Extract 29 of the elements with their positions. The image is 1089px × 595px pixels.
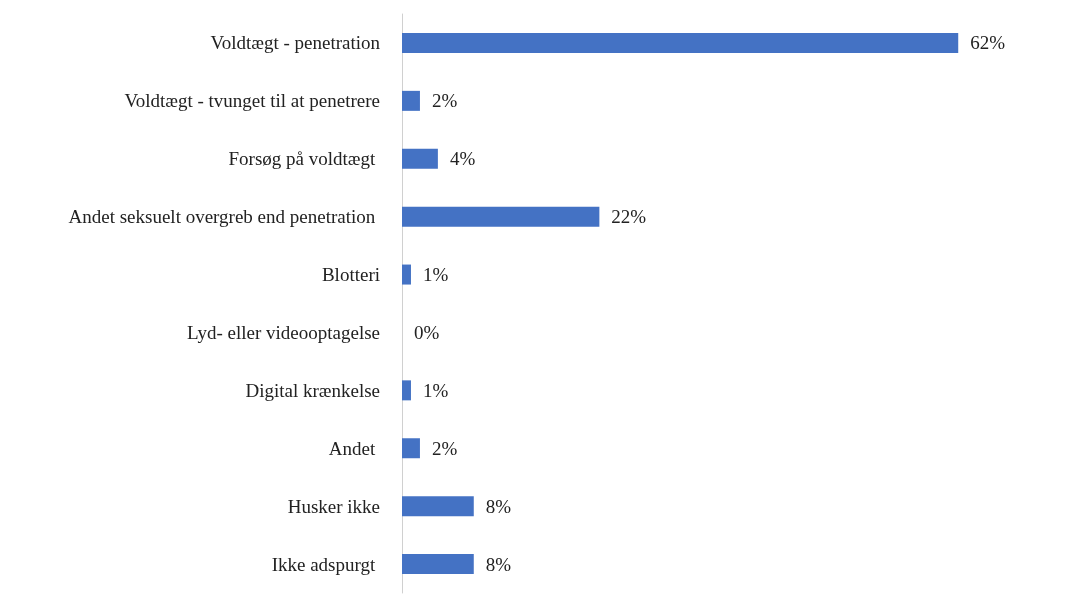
data-label: 1% (422, 264, 449, 286)
bar (402, 32, 959, 53)
data-label: 8% (485, 553, 512, 575)
y-tick-label: Blotteri (321, 264, 380, 286)
bar (402, 380, 411, 401)
bar (402, 90, 420, 111)
y-tick-label: Ikke adspurgt (271, 553, 380, 575)
bar (402, 438, 420, 459)
bar (402, 264, 411, 285)
bar (402, 206, 600, 227)
bar (402, 148, 438, 169)
data-label: 1% (422, 379, 449, 401)
data-label: 62% (970, 32, 1006, 54)
data-label: 2% (431, 437, 458, 459)
y-tick-label: Husker ikke (287, 495, 380, 517)
y-tick-label: Voldtægt - penetration (210, 32, 381, 54)
y-tick-label: Voldtægt - tvunget til at penetrere (124, 90, 380, 112)
data-label: 4% (449, 148, 476, 170)
bar (402, 554, 474, 575)
y-tick-label: Lyd- eller videooptagelse (186, 321, 380, 343)
data-label: 2% (431, 90, 458, 112)
y-tick-label: Forsøg på voldtægt (228, 148, 380, 170)
bar (402, 496, 474, 517)
data-label: 8% (485, 495, 512, 517)
y-tick-label: Andet (328, 437, 380, 459)
y-tick-label: Andet seksuelt overgreb end penetration (68, 206, 380, 228)
data-label: 22% (611, 206, 647, 228)
data-label: 0% (414, 321, 440, 343)
y-tick-label: Digital krænkelse (245, 379, 380, 401)
